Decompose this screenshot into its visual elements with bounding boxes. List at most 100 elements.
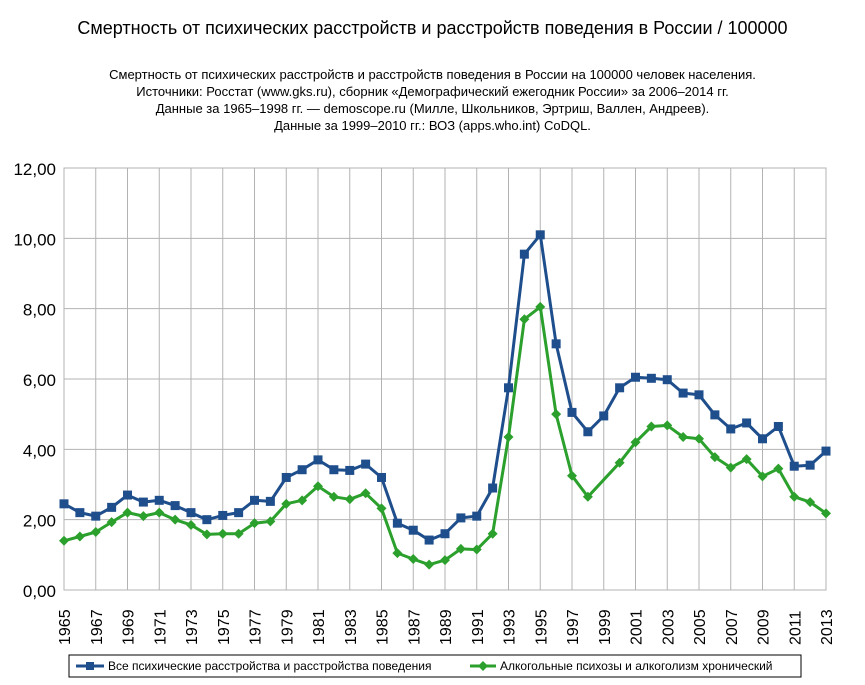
x-tick-label: 1999 xyxy=(597,609,614,645)
x-tick-label: 2005 xyxy=(692,609,709,645)
y-tick-label: 12,00 xyxy=(13,160,56,179)
data-point-series-2 xyxy=(74,531,85,542)
x-tick-label: 1973 xyxy=(184,609,201,645)
data-point-series-1 xyxy=(805,460,815,470)
x-tick-label: 1991 xyxy=(470,609,487,645)
data-point-series-1 xyxy=(504,383,513,393)
x-tick-label: 1997 xyxy=(565,609,582,645)
data-point-series-2 xyxy=(487,528,498,539)
data-point-series-2 xyxy=(567,470,577,481)
data-point-series-1 xyxy=(694,390,704,400)
chart-subtitle: Смертность от психических расстройств и … xyxy=(0,66,865,134)
x-tick-label: 1985 xyxy=(375,609,392,645)
data-point-series-2 xyxy=(59,535,69,546)
data-point-series-1 xyxy=(742,418,752,428)
data-point-series-2 xyxy=(313,481,323,492)
x-tick-label: 1989 xyxy=(438,609,455,645)
data-point-series-2 xyxy=(201,529,212,540)
x-tick-label: 2007 xyxy=(724,609,741,645)
data-point-series-2 xyxy=(408,554,419,565)
axis-layer: 0,00 2,00 4,00 6,00 8,00 10,00 12,00 1965 1967 19… xyxy=(13,160,836,645)
x-tick-label: 1987 xyxy=(406,609,423,645)
x-tick-label: 1981 xyxy=(311,609,328,645)
data-point-series-1 xyxy=(281,472,291,482)
data-point-series-2 xyxy=(646,421,657,432)
data-point-series-1 xyxy=(551,339,561,349)
data-point-series-1 xyxy=(392,518,402,528)
data-point-series-2 xyxy=(376,503,387,514)
data-point-series-2 xyxy=(694,433,704,444)
x-tick-label: 1967 xyxy=(89,609,106,645)
data-point-series-2 xyxy=(519,314,530,325)
data-point-series-1 xyxy=(646,373,656,383)
data-point-series-2 xyxy=(106,517,117,528)
data-point-series-1 xyxy=(662,375,672,385)
data-point-series-2 xyxy=(265,516,276,527)
y-tick-label: 6,00 xyxy=(23,371,56,390)
data-point-series-2 xyxy=(471,544,482,555)
data-point-series-2 xyxy=(297,495,308,506)
data-point-series-2 xyxy=(614,457,625,468)
data-point-series-1 xyxy=(297,465,307,475)
data-point-series-1 xyxy=(377,472,386,482)
data-point-series-1 xyxy=(345,465,355,475)
x-tick-label: 1977 xyxy=(248,609,265,645)
data-point-series-1 xyxy=(59,499,69,509)
data-point-series-2 xyxy=(233,528,244,539)
data-point-series-1 xyxy=(440,529,450,539)
data-point-series-2 xyxy=(424,559,435,570)
y-tick-label: 0,00 xyxy=(23,582,56,601)
data-point-series-1 xyxy=(250,495,259,505)
subtitle-line: Данные за 1965–1998 гг. — demoscope.ru (… xyxy=(155,101,710,116)
data-point-series-1 xyxy=(107,502,117,512)
data-point-series-1 xyxy=(329,465,339,475)
x-tick-label: 2009 xyxy=(756,609,773,645)
data-point-series-1 xyxy=(265,496,275,506)
y-tick-label: 2,00 xyxy=(23,512,56,531)
data-point-series-2 xyxy=(789,491,800,502)
data-point-series-1 xyxy=(631,372,640,382)
data-point-series-2 xyxy=(138,511,149,522)
data-point-series-1 xyxy=(519,249,529,259)
data-point-series-2 xyxy=(217,528,228,539)
data-point-series-1 xyxy=(75,508,85,518)
data-point-series-2 xyxy=(440,555,450,566)
data-point-series-2 xyxy=(281,498,292,509)
data-point-series-1 xyxy=(773,421,783,431)
data-point-series-1 xyxy=(789,461,799,471)
subtitle-line: Источники: Росстат (www.gks.ru), сборник… xyxy=(136,84,729,99)
data-point-series-2 xyxy=(344,494,355,505)
data-point-series-2 xyxy=(90,526,101,537)
legend-label-series-2: Алкогольные психозы и алкоголизм хрониче… xyxy=(500,659,773,673)
chart-title: Смертность от психических расстройств и … xyxy=(77,18,788,38)
data-point-series-2 xyxy=(455,543,466,554)
data-point-series-1 xyxy=(154,495,164,505)
data-point-series-2 xyxy=(757,471,768,482)
data-point-series-2 xyxy=(582,491,593,502)
y-tick-label: 10,00 xyxy=(13,230,56,249)
data-point-series-2 xyxy=(328,491,339,502)
x-tick-label: 1965 xyxy=(57,609,74,645)
data-point-series-1 xyxy=(202,515,212,525)
data-point-series-2 xyxy=(249,518,260,529)
data-point-series-2 xyxy=(551,409,562,420)
data-point-series-1 xyxy=(186,508,196,518)
data-point-series-2 xyxy=(662,420,673,431)
data-point-series-2 xyxy=(122,507,133,518)
data-point-series-1 xyxy=(170,501,180,511)
data-point-series-1 xyxy=(821,446,831,456)
data-point-series-2 xyxy=(186,519,196,530)
data-point-series-2 xyxy=(503,432,514,443)
data-point-series-1 xyxy=(361,459,371,469)
x-tick-label: 1993 xyxy=(502,609,519,645)
data-point-series-2 xyxy=(170,514,181,525)
x-tick-label: 1979 xyxy=(279,609,296,645)
data-point-series-2 xyxy=(154,507,165,518)
data-point-series-2 xyxy=(709,452,720,463)
grid-layer xyxy=(63,167,827,591)
data-point-series-1 xyxy=(567,407,577,417)
data-point-series-2 xyxy=(392,548,403,559)
data-point-series-2 xyxy=(741,454,752,465)
data-point-series-2 xyxy=(535,301,546,312)
